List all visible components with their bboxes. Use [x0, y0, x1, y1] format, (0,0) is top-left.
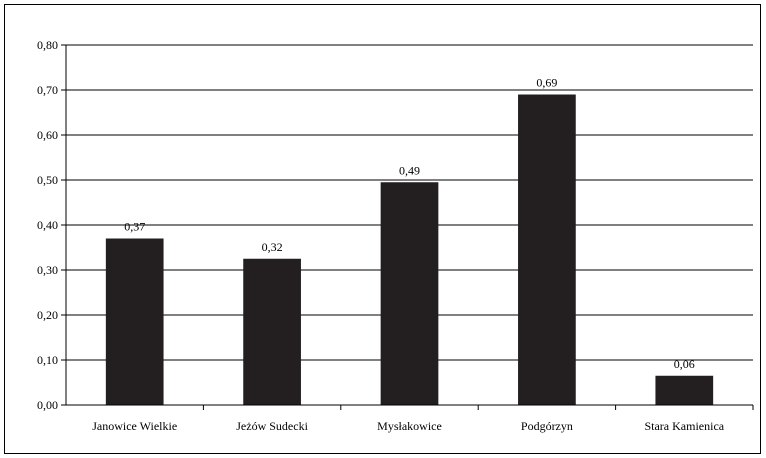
data-label: 0,32 — [262, 240, 283, 254]
bar — [380, 182, 439, 405]
x-category-label: Mysłakowice — [377, 419, 442, 433]
bar — [243, 258, 301, 405]
gridlines — [66, 44, 753, 361]
x-category-label: Jeżów Sudecki — [236, 419, 308, 433]
x-category-label: Stara Kamienica — [644, 419, 724, 433]
data-label: 0,37 — [124, 220, 145, 234]
y-tick-label: 0,00 — [37, 398, 58, 412]
y-tick-label: 0,30 — [37, 263, 58, 277]
bar — [518, 94, 576, 405]
bar — [655, 375, 714, 405]
data-label: 0,69 — [536, 76, 557, 90]
y-tick-label: 0,70 — [37, 83, 58, 97]
bars — [105, 94, 714, 405]
y-tick-label: 0,10 — [37, 353, 58, 367]
y-tick-label: 0,40 — [37, 218, 58, 232]
data-label: 0,49 — [399, 163, 420, 177]
y-tick-label: 0,60 — [37, 128, 58, 142]
bar — [105, 238, 164, 405]
data-labels: 0,37 0,32 0,49 0,69 0,06 — [124, 76, 695, 371]
x-category-label: Podgórzyn — [521, 419, 573, 433]
data-label: 0,06 — [674, 357, 695, 371]
x-axis-categories: Janowice Wielkie Jeżów Sudecki Mysłakowice… — [92, 405, 754, 433]
y-tick-label: 0,50 — [37, 173, 58, 187]
x-category-label: Janowice Wielkie — [92, 419, 177, 433]
y-tick-label: 0,80 — [37, 38, 58, 52]
y-tick-label: 0,20 — [37, 308, 58, 322]
y-axis-ticks: 0,00 0,10 0,20 0,30 0,40 0,50 0,60 0,70 0,80 — [37, 38, 66, 412]
